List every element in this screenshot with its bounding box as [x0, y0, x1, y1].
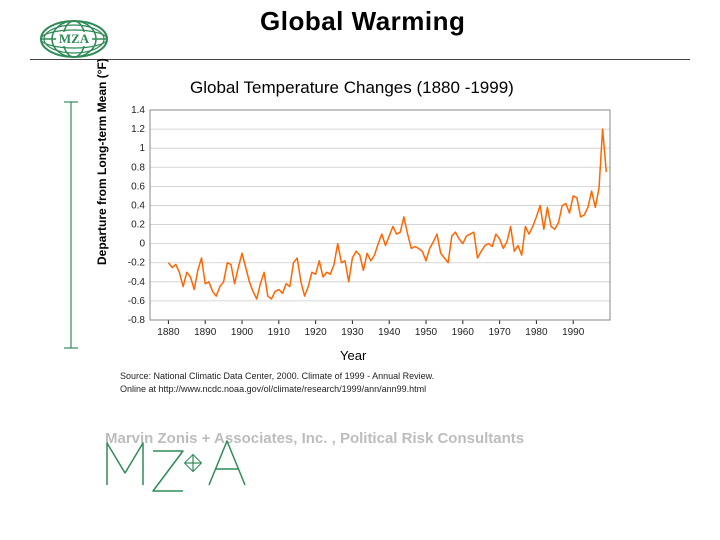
- left-decorative-bar: [70, 100, 71, 350]
- svg-text:0.6: 0.6: [131, 181, 145, 192]
- svg-text:-0.4: -0.4: [128, 277, 146, 288]
- chart-xlabel: Year: [340, 348, 366, 363]
- svg-text:1: 1: [139, 143, 145, 154]
- svg-text:-0.6: -0.6: [128, 296, 146, 307]
- svg-text:1960: 1960: [452, 327, 475, 338]
- line-chart: -0.8 -0.6 -0.4 -0.2 0 0.2 0.4 0.6 0.8 1 1.2 1.4 1880…: [110, 105, 620, 355]
- svg-text:1970: 1970: [488, 327, 511, 338]
- svg-text:0.4: 0.4: [131, 200, 145, 211]
- source-citation: Source: National Climatic Data Center, 2…: [120, 370, 434, 395]
- svg-text:1980: 1980: [525, 327, 548, 338]
- svg-text:1910: 1910: [268, 327, 291, 338]
- svg-text:1940: 1940: [378, 327, 401, 338]
- globe-logo-text: MZA: [59, 31, 90, 46]
- chart-ylabel: Departure from Long-term Mean (°F): [95, 58, 109, 265]
- svg-text:0.8: 0.8: [131, 162, 145, 173]
- page-title: Global Warming: [260, 6, 465, 37]
- svg-text:1920: 1920: [304, 327, 327, 338]
- svg-text:1930: 1930: [341, 327, 364, 338]
- svg-text:0: 0: [139, 239, 145, 250]
- svg-text:-0.8: -0.8: [128, 315, 146, 326]
- svg-text:1950: 1950: [415, 327, 438, 338]
- svg-text:1.2: 1.2: [131, 124, 145, 135]
- svg-text:-0.2: -0.2: [128, 258, 146, 269]
- svg-text:1880: 1880: [157, 327, 180, 338]
- footer-mza-logo: [105, 435, 255, 500]
- svg-text:1.4: 1.4: [131, 105, 145, 116]
- chart-title: Global Temperature Changes (1880 -1999): [190, 78, 514, 98]
- svg-text:0.2: 0.2: [131, 220, 145, 231]
- svg-text:1890: 1890: [194, 327, 217, 338]
- svg-text:1990: 1990: [562, 327, 585, 338]
- svg-text:1900: 1900: [231, 327, 254, 338]
- source-line-1: Source: National Climatic Data Center, 2…: [120, 370, 434, 383]
- header: MZA Global Warming: [30, 0, 690, 60]
- source-line-2: Online at http://www.ncdc.noaa.gov/ol/cl…: [120, 383, 434, 396]
